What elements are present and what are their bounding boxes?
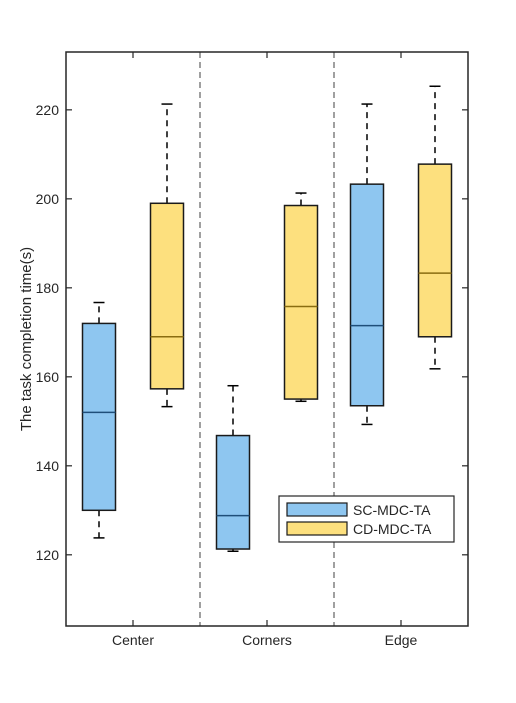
x-tick-label: Corners [242, 632, 292, 648]
legend-swatch [286, 521, 348, 536]
legend-entry-label: CD-MDC-TA [353, 521, 432, 537]
iqr-box [417, 163, 453, 338]
y-axis: 120 140 160 180 200 220 [36, 102, 468, 563]
legend-entry-label: SC-MDC-TA [353, 502, 431, 518]
box-center-series-2 [149, 103, 185, 408]
y-tick-label: 180 [36, 280, 60, 296]
box-corners-series-1 [215, 384, 251, 552]
y-tick-label: 120 [36, 547, 60, 563]
y-axis-label: The task completion time(s) [18, 247, 35, 431]
iqr-box [215, 434, 251, 550]
y-tick-label: 140 [36, 458, 60, 474]
x-axis: Center Corners Edge [112, 52, 418, 648]
x-tick-label: Center [112, 632, 154, 648]
group-separators [199, 52, 335, 626]
box-edge-series-1 [349, 103, 385, 426]
legend-swatch [286, 502, 348, 517]
box-corners-series-2 [283, 192, 319, 403]
y-tick-label: 200 [36, 191, 60, 207]
x-tick-label: Edge [385, 632, 418, 648]
y-tick-label: 160 [36, 369, 60, 385]
box-edge-series-2 [417, 85, 453, 370]
iqr-box [283, 204, 319, 400]
box-center-series-1 [81, 301, 117, 539]
iqr-box [349, 183, 385, 407]
iqr-box [81, 322, 117, 512]
y-tick-label: 220 [36, 102, 60, 118]
legend: SC-MDC-TA CD-MDC-TA [278, 495, 455, 543]
box-plot-series [81, 85, 453, 552]
iqr-box [149, 202, 185, 390]
